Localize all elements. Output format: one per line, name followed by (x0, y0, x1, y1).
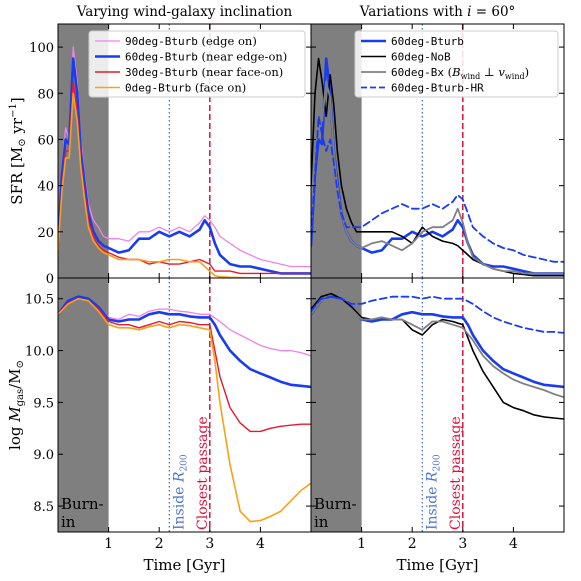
x-tick-label: 1 (104, 536, 113, 552)
legend-entry: 60deg-Bturb (391, 35, 464, 48)
panel-top-right: Variations with i = 60° 60deg-Bturb 60deg-… (310, 4, 565, 279)
burn-in-label: Burn-in (61, 495, 104, 531)
y-axis-label-mgas: log Mgas/M⊙ (6, 360, 26, 450)
series-group (58, 295, 311, 523)
panel-bottom-left: 1 2 3 4 8.5 9.0 9.5 10.0 10.5 Time [Gyr] log Mgas/… (6, 277, 312, 574)
legend-entry: 30deg-Bturb (near face-on) (125, 65, 283, 79)
y-tick-label: 10.0 (25, 345, 54, 360)
panel-bottom-right: 1 2 3 4 Time [Gyr] Burn-in Inside R200 Closest … (310, 277, 565, 574)
x-axis-label: Time [Gyr] (143, 556, 225, 574)
series-line-3 (58, 297, 311, 523)
panel-title: Varying wind-galaxy inclination (76, 4, 293, 20)
y-tick-label: 60 (37, 133, 54, 148)
y-tick-label: 100 (29, 41, 54, 56)
y-tick-label: 20 (37, 226, 54, 241)
x-tick-label: 2 (155, 536, 164, 552)
closest-passage-label: Closest passage (195, 416, 211, 530)
panel-title: Variations with i = 60° (359, 4, 516, 20)
burn-in-label: Burn-in (314, 495, 357, 531)
axes-frame (310, 277, 565, 533)
series-line-1 (58, 57, 311, 275)
y-tick-label: 40 (37, 180, 54, 195)
series-line-3 (58, 92, 262, 278)
panel-top-left: 0 20 40 60 80 100 Varying wind-galaxy inclinat… (8, 4, 312, 287)
x-tick-label: 4 (509, 536, 518, 552)
x-tick-label: 2 (408, 536, 417, 552)
series-line-3 (311, 295, 564, 334)
x-tick-label: 1 (357, 536, 366, 552)
legend-entry: 60deg-Bturb-HR (391, 82, 484, 95)
series-line-2 (58, 298, 311, 433)
series-line-2 (311, 297, 564, 399)
y-tick-label: 9.5 (33, 396, 54, 411)
y-tick-label: 10.5 (25, 293, 54, 308)
burn-in-shade (58, 278, 109, 532)
y-tick-label: 80 (37, 87, 54, 102)
x-tick-label: 3 (458, 536, 467, 552)
x-tick-label: 3 (205, 536, 214, 552)
y-tick-label: 8.5 (33, 500, 54, 515)
y-axis-label-sfr: SFR [M⊙ yr−1] (8, 97, 28, 204)
series-group (58, 46, 311, 278)
series-line-2 (311, 80, 564, 275)
closest-passage-label: Closest passage (448, 416, 464, 530)
legend-box (88, 30, 306, 98)
inside-r200-label: Inside R200 (171, 454, 189, 530)
x-axis-label: Time [Gyr] (396, 556, 478, 574)
series-line-3 (311, 115, 564, 263)
y-tick-label: 9.0 (33, 448, 54, 463)
legend-entry: 90deg-Bturb (edge on) (125, 34, 257, 48)
y-tick-label: 0 (46, 272, 54, 287)
x-tick-label: 4 (256, 536, 265, 552)
legend-entry: 60deg-Bturb (near edge-on) (125, 50, 287, 64)
legend-entry: 60deg-NoB (391, 51, 451, 64)
inside-r200-label: Inside R200 (424, 454, 442, 530)
legend-box (354, 30, 559, 98)
series-line-1 (58, 295, 311, 389)
legend-entry: 60deg-Bx (Bwind ⊥ vwind) (391, 65, 529, 81)
legend-entry: 0deg-Bturb (face on) (125, 81, 246, 95)
series-group (311, 292, 564, 420)
burn-in-shade (311, 278, 362, 532)
series-group (311, 57, 564, 277)
